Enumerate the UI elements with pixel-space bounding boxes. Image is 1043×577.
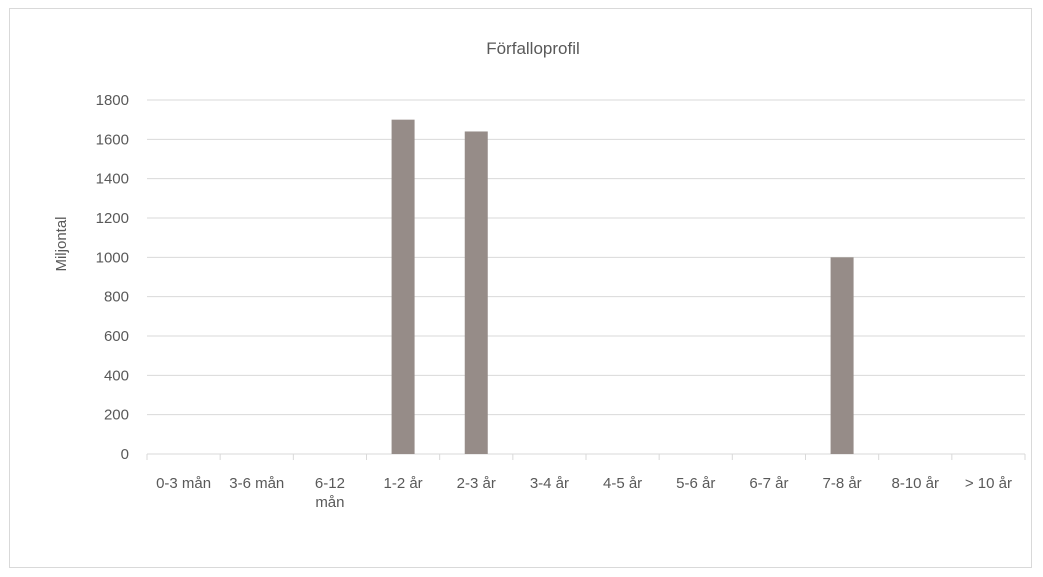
y-tick-label: 400 [104,367,129,384]
y-tick-label: 1000 [96,249,129,266]
y-tick-label: 600 [104,328,129,345]
x-tick-label: 1-2 år [383,475,422,492]
y-tick-label: 0 [121,446,129,463]
x-tick-label: 4-5 år [603,475,642,492]
x-tick-label: 6-12 mån [315,475,345,511]
y-tick-label: 1400 [96,171,129,188]
x-tick-label: 7-8 år [822,475,861,492]
y-tick-label: 1600 [96,131,129,148]
y-tick-label: 200 [104,407,129,424]
bar-1-2-r [391,119,415,455]
y-tick-label: 1200 [96,210,129,227]
x-tick-label: 2-3 år [457,475,496,492]
bar-7-8-r [830,257,854,454]
x-tick-label: 3-6 mån [229,475,284,492]
chart-area [9,8,1032,568]
x-tick-label: 3-4 år [530,475,569,492]
x-tick-label: 5-6 år [676,475,715,492]
y-tick-label: 1800 [96,92,129,109]
x-tick-label: 0-3 mån [156,475,211,492]
bar-2-3-r [464,131,488,454]
y-axis-label: Miljontal [53,216,70,271]
chart-title: Förfalloprofil [486,39,580,58]
x-tick-label: 8-10 år [891,475,939,492]
x-tick-label: > 10 år [965,475,1012,492]
x-tick-label: 6-7 år [749,475,788,492]
y-tick-label: 800 [104,289,129,306]
